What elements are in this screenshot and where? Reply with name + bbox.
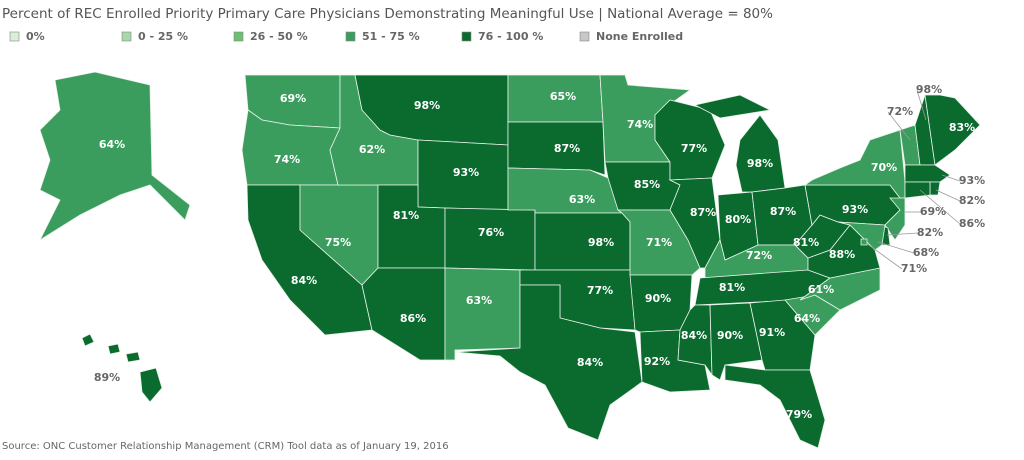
state-value-label: 69% xyxy=(920,205,946,218)
state-value-label: 80% xyxy=(725,213,751,226)
state-value-label: 74% xyxy=(274,153,300,166)
state-labels: 69% 74% 84% 75% 62% 98% 93% 81% 86% 76% 63% 65% 87% 6… xyxy=(94,83,985,421)
legend-label: None Enrolled xyxy=(596,30,683,43)
leader-line xyxy=(941,174,961,182)
legend-label: 76 - 100 % xyxy=(478,30,543,43)
source-note: Source: ONC Customer Relationship Manage… xyxy=(2,441,449,452)
state-value-label: 77% xyxy=(681,142,707,155)
map-title: Percent of REC Enrolled Priority Primary… xyxy=(2,6,773,22)
state-value-label: 90% xyxy=(645,292,671,305)
state-shape xyxy=(860,238,868,246)
state-shape xyxy=(454,284,643,441)
state-value-label: 93% xyxy=(959,174,985,187)
state-value-label: 98% xyxy=(414,99,440,112)
legend-label: 0 - 25 % xyxy=(138,30,188,43)
state-value-label: 93% xyxy=(842,203,868,216)
state-value-label: 84% xyxy=(681,329,707,342)
state-value-label: 98% xyxy=(588,236,614,249)
state-value-label: 81% xyxy=(793,236,819,249)
state-value-label: 81% xyxy=(393,209,419,222)
state-value-label: 88% xyxy=(829,248,855,261)
state-shape xyxy=(904,181,931,199)
state-shape xyxy=(39,71,191,242)
state-value-label: 77% xyxy=(587,284,613,297)
legend-swatch xyxy=(121,31,132,42)
state-value-label: 86% xyxy=(400,312,426,325)
state-value-label: 87% xyxy=(554,142,580,155)
state-shape xyxy=(677,304,713,377)
state-value-label: 81% xyxy=(719,281,745,294)
legend-label: 26 - 50 % xyxy=(250,30,308,43)
state-value-label: 86% xyxy=(959,217,985,230)
state-value-label: 63% xyxy=(466,294,492,307)
state-value-label: 70% xyxy=(871,161,897,174)
state-value-label: 87% xyxy=(770,205,796,218)
state-value-label: 65% xyxy=(550,90,576,103)
state-shape xyxy=(929,181,941,196)
legend-label: 0% xyxy=(26,30,45,43)
state-value-label: 87% xyxy=(690,206,716,219)
leader-line xyxy=(935,189,961,202)
state-value-label: 72% xyxy=(746,249,772,262)
legend-swatch xyxy=(579,31,590,42)
state-value-label: 71% xyxy=(901,262,927,275)
state-value-label: 93% xyxy=(453,166,479,179)
state-value-label: 91% xyxy=(759,326,785,339)
state-value-label: 64% xyxy=(794,312,820,325)
leader-line xyxy=(877,241,915,254)
state-value-label: 98% xyxy=(747,157,773,170)
state-value-label: 71% xyxy=(646,236,672,249)
state-value-label: 84% xyxy=(291,274,317,287)
state-value-label: 92% xyxy=(644,355,670,368)
state-value-label: 84% xyxy=(577,356,603,369)
legend-label: 51 - 75 % xyxy=(362,30,420,43)
state-value-label: 79% xyxy=(786,408,812,421)
state-value-label: 89% xyxy=(94,371,120,384)
state-value-label: 85% xyxy=(634,178,660,191)
leader-line xyxy=(865,242,903,270)
state-shape xyxy=(534,212,631,271)
state-shape xyxy=(837,221,886,251)
state-shape xyxy=(668,177,721,269)
state-shape xyxy=(884,197,906,241)
state-shape xyxy=(444,267,521,361)
legend-swatch xyxy=(345,31,356,42)
legend-swatch xyxy=(9,31,20,42)
state-value-label: 64% xyxy=(99,138,125,151)
state-value-label: 61% xyxy=(808,283,834,296)
state-value-label: 72% xyxy=(887,105,913,118)
legend-swatch xyxy=(233,31,244,42)
state-value-label: 82% xyxy=(959,194,985,207)
state-value-label: 74% xyxy=(627,118,653,131)
state-value-label: 90% xyxy=(717,329,743,342)
state-value-label: 76% xyxy=(478,226,504,239)
state-shape xyxy=(507,121,606,176)
state-shape xyxy=(904,164,951,183)
state-value-label: 68% xyxy=(913,246,939,259)
state-value-label: 75% xyxy=(325,236,351,249)
state-value-label: 82% xyxy=(917,226,943,239)
states xyxy=(39,71,981,449)
legend: 0% 0 - 25 % 26 - 50 % 51 - 75 % 76 - 100 % No… xyxy=(9,30,683,43)
legend-swatch xyxy=(461,31,472,42)
leader-line xyxy=(887,111,911,141)
leader-line xyxy=(886,232,919,236)
state-value-label: 63% xyxy=(569,193,595,206)
state-shape xyxy=(444,207,536,271)
state-shape xyxy=(724,364,826,449)
leader-line xyxy=(916,89,927,121)
state-value-label: 98% xyxy=(916,83,942,96)
state-value-label: 62% xyxy=(359,143,385,156)
state-value-label: 83% xyxy=(949,121,975,134)
state-shape xyxy=(81,333,163,403)
leader-line xyxy=(919,189,961,225)
state-value-label: 69% xyxy=(280,92,306,105)
